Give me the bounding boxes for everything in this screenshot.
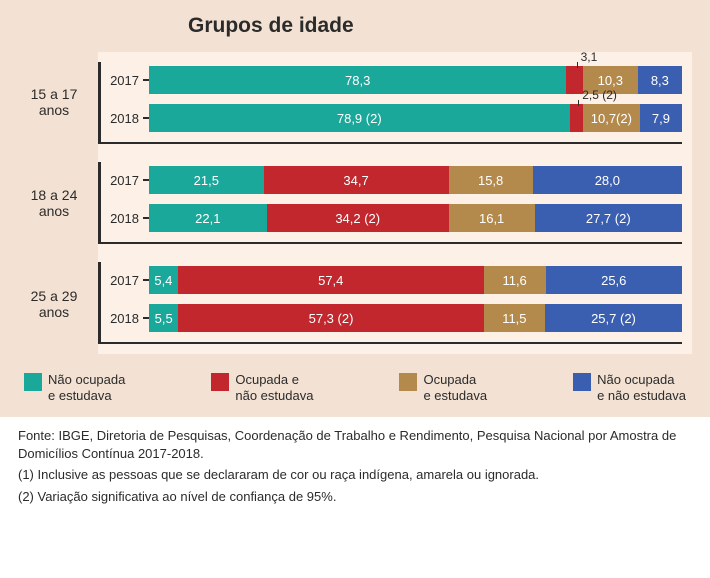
stacked-bar: 5,557,3 (2)11,525,7 (2): [149, 304, 682, 332]
legend-item: Ocupadae estudava: [399, 372, 487, 403]
bar-segment: 27,7 (2): [535, 204, 683, 232]
bar-segment: 8,3: [638, 66, 682, 94]
legend-text: Ocupada enão estudava: [235, 372, 313, 403]
callout-label: 3,1: [581, 50, 598, 64]
callout-label: 2,5 (2): [582, 88, 617, 102]
bar-segment: 21,5: [149, 166, 264, 194]
bar-segment: 28,0: [533, 166, 682, 194]
callout-line: [578, 100, 579, 106]
source-note: Fonte: IBGE, Diretoria de Pesquisas, Coo…: [18, 427, 692, 462]
year-label: 2018: [101, 111, 143, 126]
bar-segment: 25,7 (2): [545, 304, 682, 332]
group-block: 2017 5,457,411,625,6 2018 5,557,3 (2)11,525…: [98, 262, 682, 344]
bar-segment: 7,9: [640, 104, 682, 132]
callout-line: [577, 62, 578, 68]
y-axis-labels: 15 a 17anos 18 a 24anos 25 a 29anos: [18, 52, 98, 354]
bar-segment: 78,9 (2): [149, 104, 570, 132]
stacked-bar: 5,457,411,625,6: [149, 266, 682, 294]
stacked-bar: 78,9 (2)2,5 (2)10,7(2)7,9: [149, 104, 682, 132]
year-label: 2018: [101, 311, 143, 326]
bar-row: 2018 78,9 (2)2,5 (2)10,7(2)7,9: [101, 104, 682, 132]
legend-swatch: [24, 373, 42, 391]
bar-segment: 34,2 (2): [267, 204, 449, 232]
chart-panel: Grupos de idade 15 a 17anos 18 a 24anos 25…: [0, 0, 710, 417]
bar-segment: 34,7: [264, 166, 449, 194]
bar-segment: 15,8: [449, 166, 533, 194]
stacked-bar: 22,134,2 (2)16,127,7 (2): [149, 204, 682, 232]
bar-row: 2017 5,457,411,625,6: [101, 266, 682, 294]
legend-item: Não ocupadae estudava: [24, 372, 125, 403]
bar-segment: 78,3: [149, 66, 566, 94]
footnote-1: (1) Inclusive as pessoas que se declarar…: [18, 466, 692, 484]
legend-text: Não ocupadae estudava: [48, 372, 125, 403]
bar-segment: 22,1: [149, 204, 267, 232]
chart-title: Grupos de idade: [188, 14, 692, 38]
bar-row: 2018 5,557,3 (2)11,525,7 (2): [101, 304, 682, 332]
bar-segment: 11,5: [484, 304, 545, 332]
bar-segment: 5,4: [149, 266, 178, 294]
legend-item: Não ocupadae não estudava: [573, 372, 686, 403]
group-label: 18 a 24anos: [18, 159, 90, 247]
stacked-bar: 21,534,715,828,0: [149, 166, 682, 194]
legend-item: Ocupada enão estudava: [211, 372, 313, 403]
group-block: 2017 21,534,715,828,0 2018 22,134,2 (2)16,1…: [98, 162, 682, 244]
plot-area: 15 a 17anos 18 a 24anos 25 a 29anos 2017 78…: [18, 52, 692, 354]
legend: Não ocupadae estudava Ocupada enão estuda…: [18, 372, 692, 403]
bars-container: 201778,33,110,38,3201878,9 (2)2,5 (2)10,…: [98, 52, 692, 354]
bar-segment: [570, 104, 583, 132]
year-label: 2017: [101, 273, 143, 288]
legend-text: Ocupadae estudava: [423, 372, 487, 403]
bar-segment: 57,3 (2): [178, 304, 483, 332]
group-label: 25 a 29anos: [18, 260, 90, 348]
bar-segment: 5,5: [149, 304, 178, 332]
legend-swatch: [399, 373, 417, 391]
bar-segment: 57,4: [178, 266, 484, 294]
year-label: 2017: [101, 73, 143, 88]
legend-text: Não ocupadae não estudava: [597, 372, 686, 403]
year-label: 2018: [101, 211, 143, 226]
bar-segment: 10,7(2): [583, 104, 640, 132]
legend-swatch: [211, 373, 229, 391]
legend-swatch: [573, 373, 591, 391]
bar-segment: 25,6: [546, 266, 682, 294]
bar-segment: 16,1: [449, 204, 535, 232]
bar-segment: [566, 66, 583, 94]
group-label: 15 a 17anos: [18, 58, 90, 146]
bar-row: 2018 22,134,2 (2)16,127,7 (2): [101, 204, 682, 232]
footnote-2: (2) Variação significativa ao nível de c…: [18, 488, 692, 506]
bar-row: 2017 21,534,715,828,0: [101, 166, 682, 194]
year-label: 2017: [101, 173, 143, 188]
bar-segment: 11,6: [484, 266, 546, 294]
footnotes: Fonte: IBGE, Diretoria de Pesquisas, Coo…: [0, 417, 710, 523]
group-block: 201778,33,110,38,3201878,9 (2)2,5 (2)10,…: [98, 62, 682, 144]
